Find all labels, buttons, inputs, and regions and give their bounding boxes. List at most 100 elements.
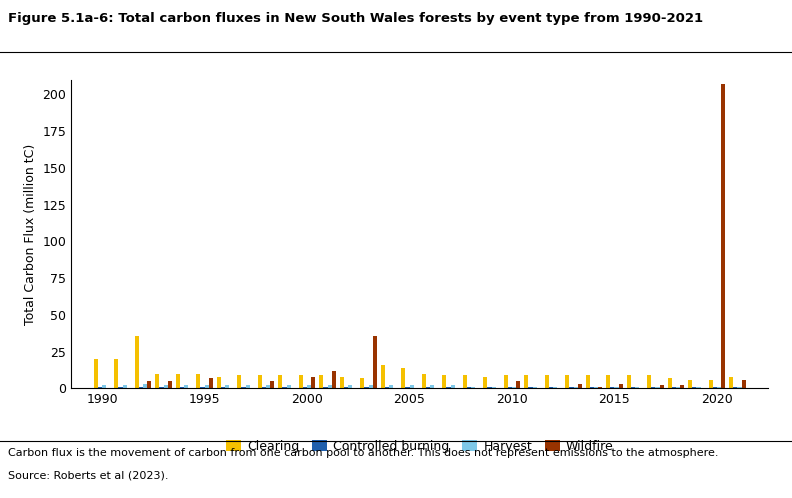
Bar bbox=[656, 387, 660, 388]
Bar bbox=[372, 336, 377, 388]
Bar bbox=[676, 387, 680, 388]
Bar bbox=[299, 375, 303, 388]
Bar bbox=[332, 371, 336, 388]
Bar bbox=[266, 385, 270, 388]
Text: Figure 5.1a-6: Total carbon fluxes in New South Wales forests by event type from: Figure 5.1a-6: Total carbon fluxes in Ne… bbox=[8, 12, 703, 25]
Bar bbox=[368, 385, 372, 388]
Bar bbox=[200, 387, 204, 388]
Bar bbox=[598, 387, 602, 388]
Bar bbox=[147, 381, 151, 388]
Bar bbox=[447, 387, 451, 388]
Bar bbox=[406, 387, 409, 388]
Bar bbox=[696, 387, 701, 388]
Bar bbox=[184, 385, 188, 388]
Bar bbox=[565, 375, 569, 388]
Bar bbox=[402, 368, 406, 388]
Bar bbox=[733, 387, 737, 388]
Bar bbox=[155, 374, 159, 388]
Bar bbox=[741, 379, 746, 388]
Bar bbox=[242, 387, 246, 388]
Bar bbox=[176, 374, 180, 388]
Bar bbox=[651, 387, 656, 388]
Bar bbox=[409, 385, 413, 388]
Bar bbox=[713, 387, 717, 388]
Bar bbox=[729, 376, 733, 388]
Bar bbox=[635, 387, 639, 388]
Bar bbox=[442, 375, 447, 388]
Bar bbox=[463, 375, 467, 388]
Text: Source: Roberts et al (2023).: Source: Roberts et al (2023). bbox=[8, 471, 169, 481]
Bar bbox=[430, 385, 434, 388]
Text: Carbon flux is the movement of carbon from one carbon pool to another. This does: Carbon flux is the movement of carbon fr… bbox=[8, 448, 718, 458]
Bar bbox=[270, 381, 274, 388]
Bar bbox=[159, 387, 163, 388]
Bar bbox=[238, 375, 242, 388]
Bar bbox=[717, 387, 721, 388]
Bar bbox=[607, 375, 611, 388]
Bar bbox=[549, 387, 553, 388]
Y-axis label: Total Carbon Flux (million tC): Total Carbon Flux (million tC) bbox=[24, 143, 37, 325]
Bar bbox=[553, 387, 557, 388]
Bar bbox=[619, 384, 623, 388]
Bar bbox=[340, 376, 344, 388]
Bar bbox=[528, 387, 532, 388]
Bar bbox=[225, 385, 229, 388]
Bar bbox=[577, 384, 581, 388]
Bar bbox=[508, 387, 512, 388]
Bar bbox=[323, 387, 328, 388]
Bar bbox=[143, 384, 147, 388]
Bar bbox=[258, 375, 262, 388]
Bar bbox=[114, 359, 119, 388]
Bar bbox=[311, 376, 315, 388]
Bar bbox=[204, 385, 208, 388]
Bar bbox=[688, 379, 692, 388]
Bar bbox=[660, 385, 664, 388]
Bar bbox=[615, 387, 619, 388]
Bar bbox=[381, 365, 385, 388]
Legend: Clearing, Controlled burning, Harvest, Wildfire: Clearing, Controlled burning, Harvest, W… bbox=[221, 435, 619, 458]
Bar bbox=[93, 359, 98, 388]
Bar bbox=[348, 385, 352, 388]
Bar bbox=[262, 387, 266, 388]
Bar bbox=[119, 387, 123, 388]
Bar bbox=[422, 374, 426, 388]
Bar bbox=[135, 336, 139, 388]
Bar bbox=[569, 387, 573, 388]
Bar bbox=[721, 84, 725, 388]
Bar bbox=[319, 375, 323, 388]
Bar bbox=[590, 387, 594, 388]
Bar bbox=[631, 387, 635, 388]
Bar bbox=[611, 387, 615, 388]
Bar bbox=[180, 387, 184, 388]
Bar bbox=[467, 387, 471, 388]
Bar bbox=[594, 387, 598, 388]
Bar bbox=[364, 387, 368, 388]
Bar bbox=[426, 387, 430, 388]
Bar bbox=[283, 387, 287, 388]
Bar bbox=[492, 387, 496, 388]
Bar bbox=[278, 375, 283, 388]
Bar bbox=[668, 378, 672, 388]
Bar bbox=[163, 385, 168, 388]
Bar bbox=[626, 375, 631, 388]
Bar bbox=[360, 378, 364, 388]
Bar bbox=[487, 387, 492, 388]
Bar bbox=[307, 385, 311, 388]
Bar bbox=[168, 381, 172, 388]
Bar bbox=[246, 385, 249, 388]
Bar bbox=[221, 387, 225, 388]
Bar bbox=[389, 385, 393, 388]
Bar bbox=[532, 387, 537, 388]
Bar bbox=[102, 385, 106, 388]
Bar bbox=[208, 378, 213, 388]
Bar bbox=[737, 387, 741, 388]
Bar bbox=[98, 387, 102, 388]
Bar bbox=[647, 375, 651, 388]
Bar bbox=[303, 387, 307, 388]
Bar bbox=[123, 385, 127, 388]
Bar bbox=[680, 385, 684, 388]
Bar bbox=[709, 379, 713, 388]
Bar bbox=[328, 385, 332, 388]
Bar bbox=[139, 387, 143, 388]
Bar bbox=[483, 376, 487, 388]
